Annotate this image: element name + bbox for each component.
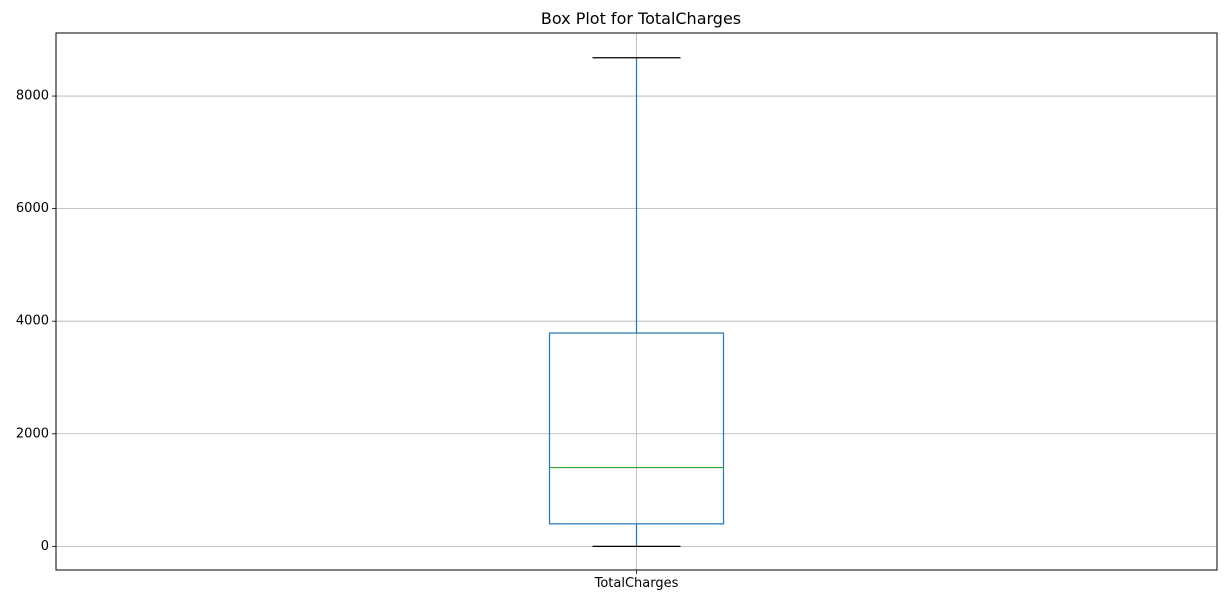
y-tick-label: 0 <box>41 539 49 554</box>
y-tick-label: 8000 <box>16 89 49 104</box>
box-plot-elements <box>548 57 725 547</box>
chart-title: Box Plot for TotalCharges <box>541 9 741 28</box>
x-tick-label: TotalCharges <box>594 576 679 591</box>
y-tick-label: 6000 <box>16 201 49 216</box>
y-tick-label: 2000 <box>16 426 49 441</box>
iqr-box <box>548 332 725 525</box>
y-tick-label: 4000 <box>16 314 49 329</box>
axis-ticks: 0 2000 4000 6000 8000 TotalCharges <box>16 89 679 591</box>
